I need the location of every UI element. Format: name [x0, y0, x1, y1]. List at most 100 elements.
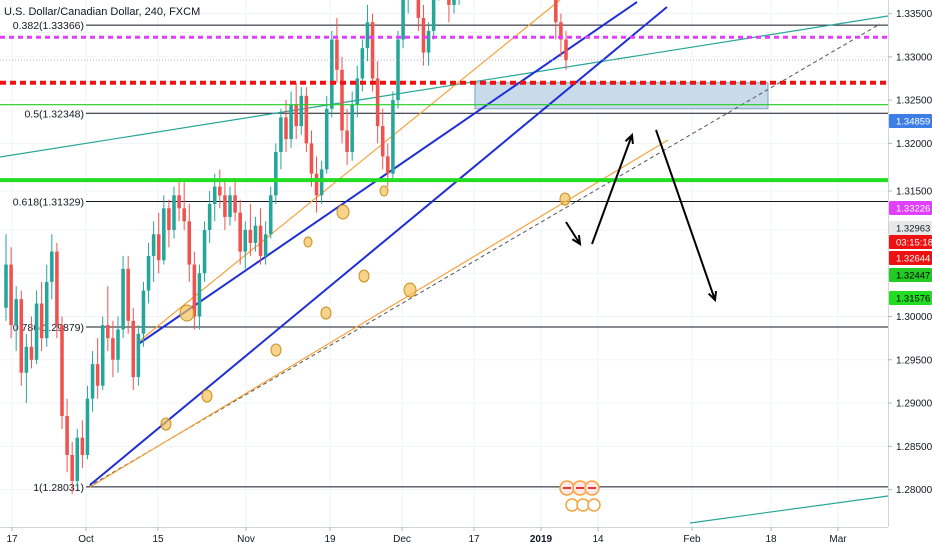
candle-body [146, 255, 151, 291]
price-tag-bg [889, 201, 932, 215]
y-tick-label: 1.28500 [896, 442, 932, 453]
candle-body [9, 264, 13, 326]
dashed-trendline[interactable] [87, 23, 881, 488]
touch-marker [179, 304, 195, 322]
projection-arrows[interactable] [565, 129, 718, 303]
candle-body [370, 22, 375, 79]
dividend-event-icon[interactable] [576, 498, 590, 512]
x-tick-label: 17 [6, 534, 18, 545]
touch-marker [379, 185, 389, 197]
candle-body [330, 39, 334, 109]
candle-body [75, 437, 80, 481]
price-tag-bg [889, 251, 932, 265]
price-tag-bg [889, 221, 932, 235]
touch-marker [559, 192, 571, 206]
blue-channel-lower[interactable] [89, 6, 668, 486]
candle-body [80, 437, 85, 455]
candle-body [131, 320, 136, 378]
candle-body [365, 22, 370, 49]
candle-body [380, 126, 385, 157]
x-tick-label: Oct [78, 534, 94, 545]
orange-channel-lower[interactable] [89, 139, 669, 488]
candle-body [182, 208, 186, 222]
candle-body [136, 333, 141, 378]
x-tick-label: 18 [765, 534, 777, 545]
candle-body [65, 416, 69, 455]
candle-body [324, 108, 329, 170]
horizontal-lines[interactable] [0, 0, 888, 183]
touch-marker [201, 389, 213, 403]
candle-body [39, 303, 44, 339]
dividend-event-icon[interactable] [587, 498, 601, 512]
x-tick-label: Nov [237, 534, 255, 545]
candle-body [212, 186, 217, 204]
chart-title: U.S. Dollar/Canadian Dollar, 240, FXCM [4, 6, 200, 18]
candle-body [167, 208, 171, 230]
candle-body [263, 234, 268, 256]
price-tags: 1.34859 1.33226 1.32963 03:15:18 1.32644 1.32… [889, 114, 932, 305]
lower-teal-trendline[interactable] [689, 495, 889, 524]
candle-body [447, 0, 451, 5]
candle-body [452, 0, 456, 5]
candle-body [391, 100, 395, 174]
candle-body [559, 22, 563, 40]
candle-body [95, 364, 100, 386]
candle-body [426, 30, 431, 53]
candle-body [350, 104, 354, 153]
x-tick-label: Feb [683, 534, 701, 545]
x-tick-label: 2019 [530, 534, 553, 545]
x-tick-label: Mar [829, 534, 847, 545]
x-tick-label: 17 [468, 534, 480, 545]
candle-body [355, 78, 360, 105]
arrow-line[interactable] [591, 134, 633, 245]
event-icons[interactable] [559, 480, 601, 512]
candle-body [4, 264, 8, 308]
touch-marker [320, 306, 332, 320]
candle-body [431, 0, 436, 31]
price-tag-label: 1.32447 [896, 271, 930, 282]
candle-body [304, 95, 309, 144]
candle-body [218, 186, 222, 196]
candle-body [29, 346, 34, 360]
candle-body [299, 95, 304, 127]
candle-body [106, 325, 110, 339]
fib-level-label: 0.382(1.33366) [13, 20, 84, 32]
candle-body [335, 39, 339, 70]
orange-channel-upper[interactable] [136, 0, 561, 344]
candle-body [284, 117, 288, 140]
y-tick-label: 1.32000 [896, 139, 932, 150]
long-teal-trendline[interactable] [0, 15, 889, 158]
candle-body [228, 195, 232, 217]
candle-body [50, 251, 54, 282]
candle-body [126, 268, 130, 321]
candle-body [197, 273, 202, 317]
candle-body [223, 195, 227, 217]
arrow-line[interactable] [655, 129, 716, 301]
candle-body [44, 281, 49, 339]
fib-level-label: 0.5(1.32348) [24, 108, 84, 120]
candle-body [279, 117, 283, 153]
fibonacci-retracement[interactable]: 0(1.36664)0.236(1.34627)0.382(1.33366)0.… [13, 0, 888, 494]
candle-body [375, 78, 380, 127]
candle-body [24, 346, 29, 373]
price-tag-bg [889, 291, 932, 305]
x-tick-label: 19 [324, 534, 336, 545]
candle-body [289, 104, 293, 140]
touch-marker [336, 204, 350, 220]
price-tag-bg [889, 235, 932, 249]
candle-body [14, 299, 18, 326]
candle-body [151, 234, 156, 256]
y-tick-label: 1.28000 [896, 485, 932, 496]
touch-marker [270, 343, 282, 357]
fib-level-label: 1(1.28031) [33, 482, 84, 494]
dividend-event-icon[interactable] [565, 498, 579, 512]
candle-body [207, 203, 212, 230]
arrow-head[interactable] [624, 132, 634, 145]
arrow-head[interactable] [571, 234, 582, 246]
candle-body [192, 264, 197, 317]
price-tag-bg [889, 268, 932, 282]
candle-body [60, 325, 64, 417]
arrow-line[interactable] [565, 221, 581, 245]
arrow-head[interactable] [707, 290, 718, 303]
